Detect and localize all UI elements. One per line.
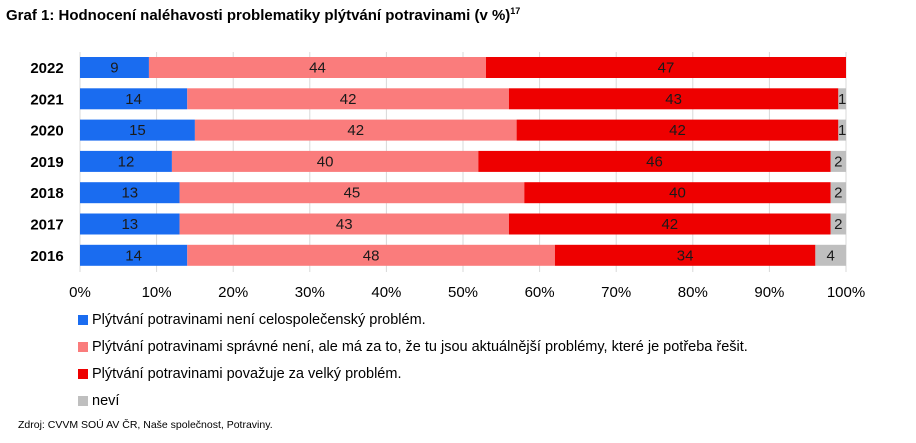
data-label: 13 — [121, 216, 138, 233]
bar-segment — [148, 57, 486, 78]
legend-label: Plýtvání potravinami správné není, ale m… — [92, 338, 748, 355]
legend-label: Plýtvání potravinami považuje za velký p… — [92, 365, 402, 382]
legend-swatch — [78, 314, 88, 325]
bar-segment — [524, 182, 831, 204]
legend-item: Plýtvání potravinami není celospolečensk… — [78, 306, 748, 333]
legend-item: neví — [78, 387, 748, 414]
data-label: 1 — [838, 122, 846, 139]
data-label: 48 — [363, 247, 380, 264]
bar-segment — [171, 150, 479, 172]
data-label: 2 — [834, 216, 842, 233]
x-tick-label: 80% — [678, 284, 708, 300]
category-label: 2021 — [30, 91, 63, 108]
x-tick-label: 30% — [295, 284, 325, 300]
x-tick-label: 70% — [601, 284, 631, 300]
data-label: 1 — [838, 91, 846, 108]
legend: Plýtvání potravinami není celospolečensk… — [78, 306, 748, 414]
data-label: 40 — [317, 153, 334, 170]
data-label: 43 — [336, 216, 353, 233]
bar-segment — [830, 213, 846, 235]
x-tick-label: 40% — [371, 284, 401, 300]
bar-segment — [80, 119, 195, 141]
data-label: 9 — [110, 60, 118, 77]
bar-segment — [508, 88, 839, 110]
category-label: 2016 — [30, 248, 63, 265]
category-label: 2017 — [30, 217, 63, 234]
bar-segment — [179, 213, 509, 235]
data-label: 2 — [834, 185, 842, 202]
data-label: 47 — [658, 60, 675, 77]
bar-segment — [815, 244, 846, 266]
data-label: 43 — [665, 91, 682, 108]
data-label: 42 — [340, 91, 357, 108]
x-tick-label: 90% — [754, 284, 784, 300]
data-label: 4 — [827, 247, 835, 264]
legend-label: neví — [92, 392, 120, 409]
data-label: 46 — [646, 153, 663, 170]
data-label: 44 — [309, 60, 326, 77]
bar-segment — [838, 119, 846, 141]
legend-item: Plýtvání potravinami považuje za velký p… — [78, 360, 748, 387]
bar-segment — [516, 119, 839, 141]
data-label: 42 — [669, 122, 686, 139]
bar-segment — [80, 150, 172, 172]
x-tick-label: 60% — [525, 284, 555, 300]
bar-segment — [830, 182, 846, 204]
bar-segment — [508, 213, 831, 235]
legend-swatch — [78, 341, 88, 352]
data-label: 2 — [834, 153, 842, 170]
data-label: 12 — [118, 153, 135, 170]
data-label: 14 — [125, 91, 142, 108]
bar-segment — [80, 244, 188, 266]
data-label: 13 — [121, 185, 138, 202]
data-label: 40 — [669, 185, 686, 202]
bar-segment — [80, 182, 180, 204]
data-label: 42 — [661, 216, 678, 233]
data-label: 42 — [347, 122, 364, 139]
chart-title-text: Graf 1: Hodnocení naléhavosti problemati… — [6, 7, 511, 24]
data-label: 15 — [129, 122, 146, 139]
bar-segment — [830, 150, 846, 172]
bar-segment — [485, 57, 846, 78]
x-tick-label: 50% — [448, 284, 478, 300]
x-tick-label: 0% — [69, 284, 91, 300]
bar-segment — [194, 119, 517, 141]
title-footnote-mark: 17 — [510, 6, 521, 16]
category-label: 2020 — [30, 123, 63, 140]
x-tick-label: 100% — [827, 284, 865, 300]
bars — [80, 57, 846, 266]
bar-segment — [478, 150, 831, 172]
data-label: 14 — [125, 247, 142, 264]
legend-swatch — [78, 395, 88, 406]
bar-segment — [554, 244, 816, 266]
x-tick-label: 20% — [218, 284, 248, 300]
bar-segment — [80, 213, 180, 235]
x-tick-label: 10% — [142, 284, 172, 300]
category-label: 2019 — [30, 154, 63, 171]
legend-item: Plýtvání potravinami správné není, ale m… — [78, 333, 748, 360]
bar-segment — [179, 182, 525, 204]
bar-segment — [187, 88, 509, 110]
x-axis-ticks: 0% 10% 20% 30% 40% 50% 60% 70% 80% 90% 100% — [69, 284, 865, 300]
bar-segment — [838, 88, 846, 110]
data-label: 45 — [344, 185, 361, 202]
bar-segment — [80, 88, 188, 110]
bar-segment — [80, 57, 149, 78]
legend-swatch — [78, 368, 88, 379]
category-label: 2022 — [30, 60, 63, 77]
legend-label: Plýtvání potravinami není celospolečensk… — [92, 311, 426, 328]
source-note: Zdroj: CVVM SOÚ AV ČR, Naše společnost, … — [18, 419, 273, 431]
data-label: 34 — [677, 247, 694, 264]
bar-segment — [187, 244, 555, 266]
chart-title: Graf 1: Hodnocení naléhavosti problemati… — [6, 6, 520, 24]
category-label: 2018 — [30, 185, 63, 202]
